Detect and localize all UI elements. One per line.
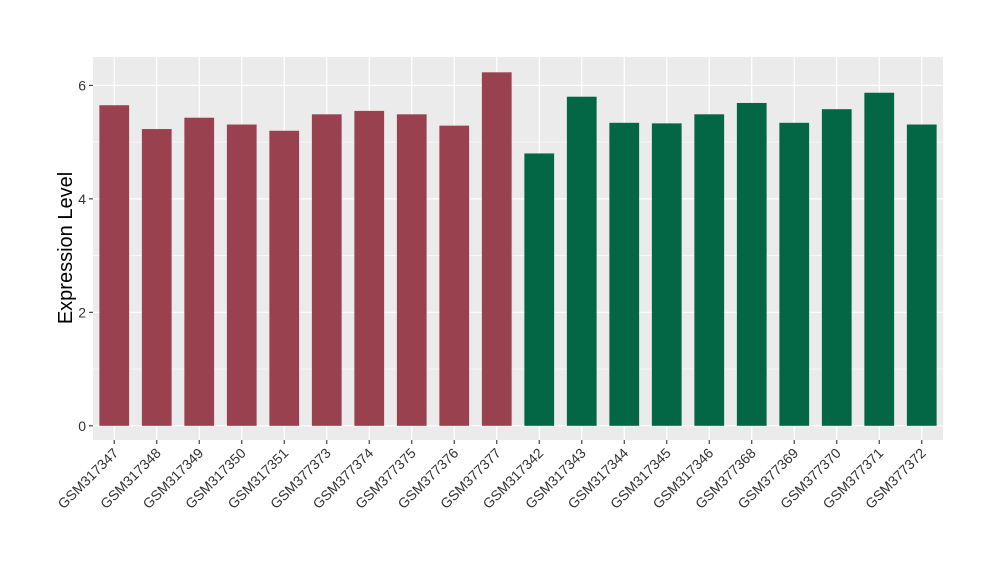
bar-GSM317349	[184, 117, 215, 426]
bar-GSM317344	[609, 122, 640, 426]
y-axis: 0 2 4 6	[78, 77, 93, 434]
bar-GSM377370	[821, 109, 852, 426]
y-tick-label: 2	[78, 304, 86, 320]
bar-GSM317345	[651, 123, 682, 426]
bar-GSM317342	[524, 153, 555, 426]
y-axis-title: Expression Level	[55, 172, 77, 324]
bar-GSM377375	[396, 114, 427, 426]
bar-GSM317343	[566, 96, 597, 426]
y-tick-label: 0	[78, 418, 86, 434]
y-tick-label: 4	[78, 191, 86, 207]
bar-GSM377376	[439, 125, 470, 426]
bar-GSM377373	[311, 114, 342, 426]
bar-GSM377377	[481, 72, 512, 426]
bar-GSM377372	[906, 124, 937, 426]
bar-GSM377368	[736, 102, 767, 426]
bar-GSM317350	[226, 124, 257, 426]
plot-panel	[93, 57, 943, 440]
bar-GSM317348	[141, 129, 172, 426]
bar-GSM317351	[269, 130, 300, 426]
y-tick-label: 6	[78, 77, 86, 93]
bar-GSM317347	[99, 105, 130, 426]
x-axis: GSM317347GSM317348GSM317349GSM317350GSM3…	[54, 440, 929, 512]
bars	[99, 72, 937, 426]
bar-GSM317346	[694, 114, 725, 426]
bar-GSM377371	[864, 92, 895, 426]
bar-GSM377374	[354, 110, 385, 426]
bar-GSM377369	[779, 122, 810, 426]
